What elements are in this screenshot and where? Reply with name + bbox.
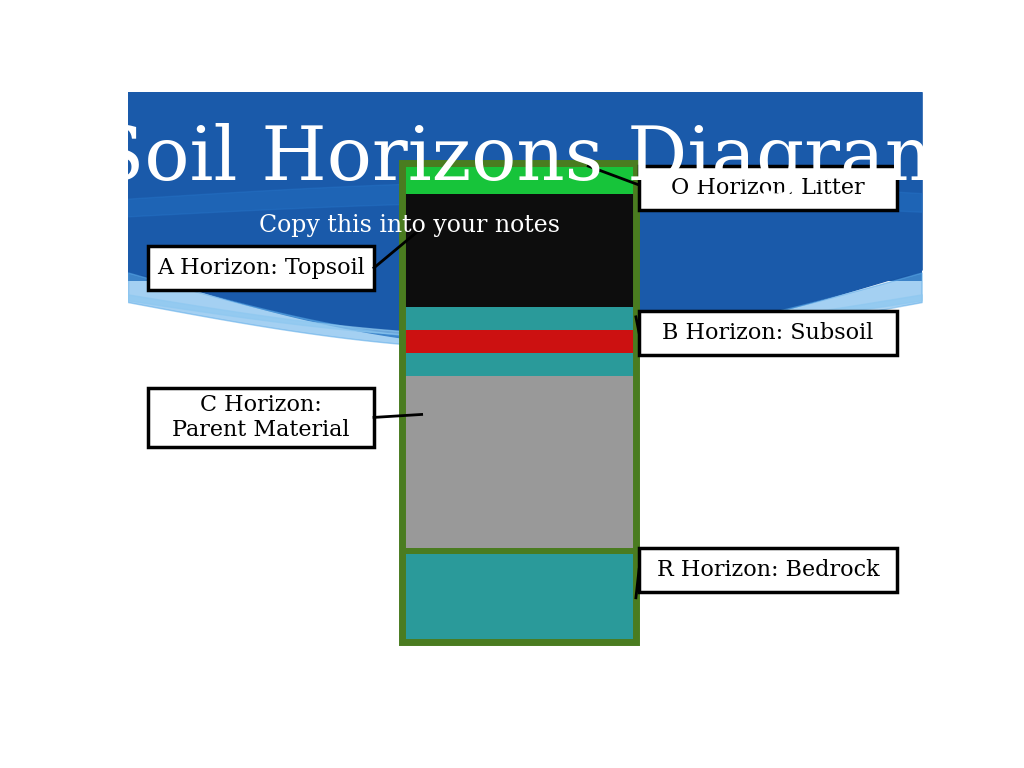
Bar [128,218,922,224]
Bar [128,257,922,263]
Bar [401,163,636,194]
Text: C Horizon:
Parent Material: C Horizon: Parent Material [172,394,349,441]
Bar [128,263,922,269]
Bar [401,548,636,554]
Bar [401,329,636,353]
Bar [128,130,922,136]
Bar [401,353,636,376]
Bar [401,376,636,548]
Bar [128,206,922,212]
Bar [147,388,374,447]
Bar [128,143,922,149]
Bar [128,111,922,118]
Bar [128,104,922,111]
Bar [128,174,922,180]
Bar [401,194,636,307]
Bar [401,163,636,642]
Bar [128,168,922,174]
Text: Copy this into your notes: Copy this into your notes [259,214,560,237]
Bar [128,250,922,257]
Bar [128,193,922,200]
Bar [128,231,922,237]
Text: O Horizon: Litter: O Horizon: Litter [671,177,865,199]
Text: B Horizon: Subsoil: B Horizon: Subsoil [663,322,873,344]
Bar [128,92,922,98]
Bar [639,311,897,356]
Bar [639,548,897,592]
Bar [639,166,897,210]
Bar [128,237,922,243]
Bar [128,136,922,143]
Text: Soil Horizons Diagram: Soil Horizons Diagram [93,123,956,197]
Text: R Horizon: Bedrock: R Horizon: Bedrock [656,558,880,581]
Bar [401,554,636,642]
Bar [128,243,922,250]
Bar [128,155,922,161]
Bar [128,92,922,281]
Bar [128,212,922,218]
Bar [128,275,922,281]
Bar [401,307,636,329]
Bar [128,149,922,155]
Bar [128,200,922,206]
Bar [128,124,922,130]
Bar [128,180,922,187]
Bar [128,98,922,104]
Bar [128,187,922,193]
Bar [128,118,922,124]
Bar [128,161,922,168]
Bar [147,246,374,290]
Text: A Horizon: Topsoil: A Horizon: Topsoil [157,257,365,279]
Bar [128,224,922,231]
Bar [128,269,922,275]
